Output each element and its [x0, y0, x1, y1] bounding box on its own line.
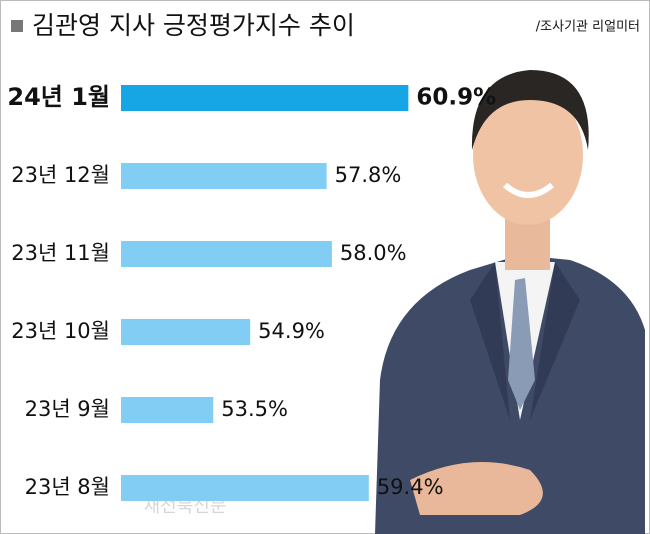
value-label: 59.4%	[377, 475, 444, 499]
title-marker	[11, 20, 23, 32]
photo	[375, 70, 645, 534]
category-label: 23년 9월	[25, 397, 110, 421]
bar	[121, 475, 369, 501]
watermark: 새전북신문	[144, 496, 227, 517]
value-label: 57.8%	[335, 163, 402, 187]
value-label: 58.0%	[340, 241, 407, 265]
chart-title: 김관영 지사 긍정평가지수 추이	[32, 11, 355, 40]
bar	[121, 85, 409, 111]
value-label: 53.5%	[221, 397, 288, 421]
source: /조사기관 리얼미터	[536, 20, 640, 35]
category-label: 24년 1월	[7, 83, 110, 111]
category-label: 23년 10월	[11, 319, 110, 343]
category-label: 23년 12월	[11, 163, 110, 187]
category-label: 23년 8월	[25, 475, 110, 499]
bar	[121, 319, 251, 345]
category-label: 23년 11월	[11, 241, 110, 265]
bar	[121, 241, 332, 267]
bar	[121, 163, 327, 189]
value-label: 60.9%	[416, 85, 496, 111]
bar	[121, 397, 214, 423]
value-label: 54.9%	[258, 319, 325, 343]
